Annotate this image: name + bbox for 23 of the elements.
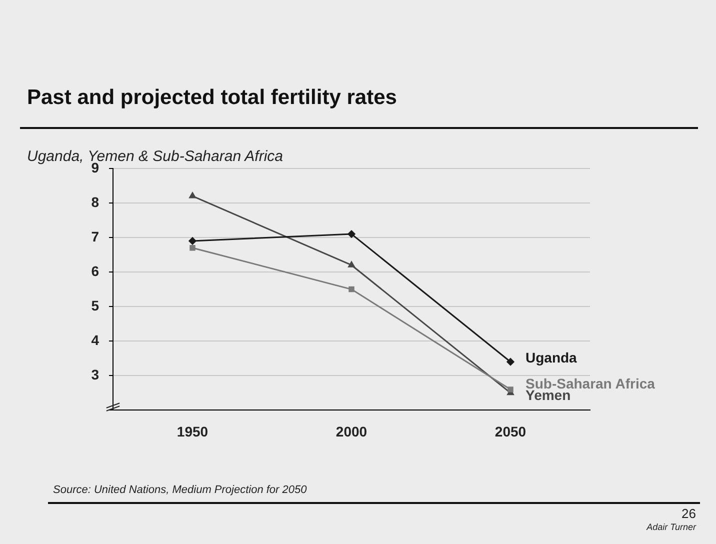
point bbox=[506, 358, 514, 366]
y-tick-label: 7 bbox=[91, 228, 100, 244]
y-tick-label: 4 bbox=[91, 332, 100, 348]
point bbox=[189, 192, 196, 198]
x-tick-label: 2000 bbox=[336, 423, 368, 440]
point bbox=[508, 386, 514, 392]
point bbox=[348, 230, 356, 238]
chart-title: Past and projected total fertility rates bbox=[27, 86, 397, 110]
point bbox=[348, 286, 354, 292]
y-tick-label: 5 bbox=[91, 297, 100, 314]
text: Adair Turner bbox=[646, 522, 696, 532]
point bbox=[348, 261, 355, 268]
series-label: Uganda bbox=[526, 350, 578, 366]
text: 26 bbox=[682, 506, 696, 521]
source-note: Source: United Nations, Medium Projection for 2050 bbox=[53, 484, 307, 496]
y-tick-label: 6 bbox=[91, 262, 100, 279]
series-label: Sub-Saharan Africa bbox=[526, 375, 656, 392]
point bbox=[190, 244, 196, 251]
x-tick-label: 1950 bbox=[176, 423, 208, 440]
y-tick-label: 8 bbox=[91, 194, 100, 210]
y-tick-label: 3 bbox=[91, 366, 100, 383]
x-tick-label: 2050 bbox=[494, 423, 526, 440]
point bbox=[188, 237, 196, 245]
